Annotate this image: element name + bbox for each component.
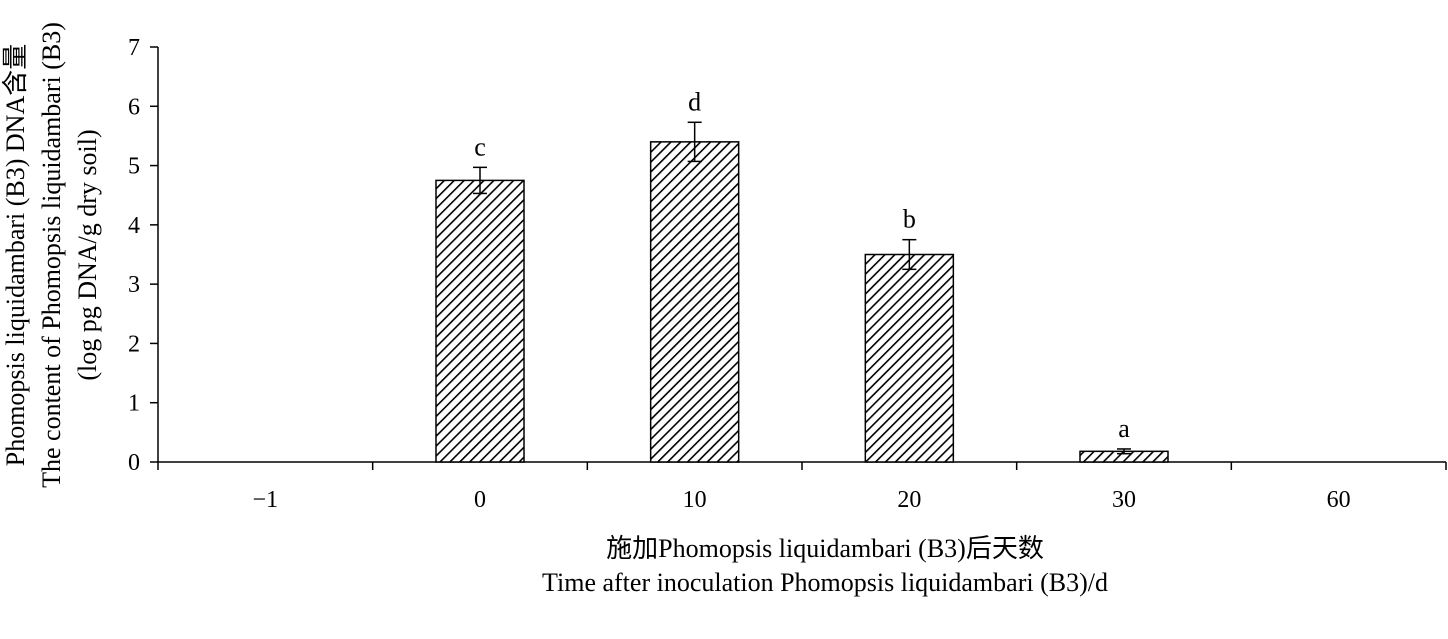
bar	[864, 253, 955, 463]
x-axis-label-line2: Time after inoculation Phomopsis liquida…	[542, 568, 1108, 597]
x-tick-label: 20	[897, 487, 921, 513]
y-tick-label: 7	[128, 35, 140, 61]
x-tick-label: 60	[1327, 487, 1351, 513]
plot-area: 0 1 2 3 4 5 6 7 −1 0 10 20 30 60 c d b a	[128, 35, 1447, 513]
x-axis-label-line1: 施加Phomopsis liquidambari (B3)后天数	[606, 534, 1044, 563]
y-tick-label: 5	[128, 154, 140, 180]
significance-label: d	[688, 87, 701, 116]
x-tick-label: 0	[474, 487, 486, 513]
bar	[435, 179, 525, 463]
y-tick-label: 6	[128, 94, 140, 120]
y-tick-label: 2	[128, 331, 140, 357]
significance-label: b	[903, 205, 916, 234]
y-tick-label: 1	[128, 391, 140, 417]
y-axis-label-line1: Phomopsis liquidambari (B3) DNA含量	[1, 44, 30, 467]
x-tick-label: −1	[253, 487, 279, 513]
y-axis-label: Phomopsis liquidambari (B3) DNA含量 The co…	[1, 22, 102, 488]
bar	[649, 141, 740, 463]
y-tick-label: 0	[128, 450, 140, 476]
y-axis-label-line2: The content of Phomopsis liquidambari (B…	[37, 22, 66, 488]
y-tick-label: 4	[128, 213, 140, 239]
x-tick-label: 10	[683, 487, 707, 513]
y-axis-label-line3: (log pg DNA/g dry soil)	[73, 129, 102, 380]
significance-label: a	[1118, 414, 1130, 443]
y-tick-label: 3	[128, 272, 140, 298]
x-tick-label: 30	[1112, 487, 1136, 513]
significance-label: c	[474, 132, 486, 161]
